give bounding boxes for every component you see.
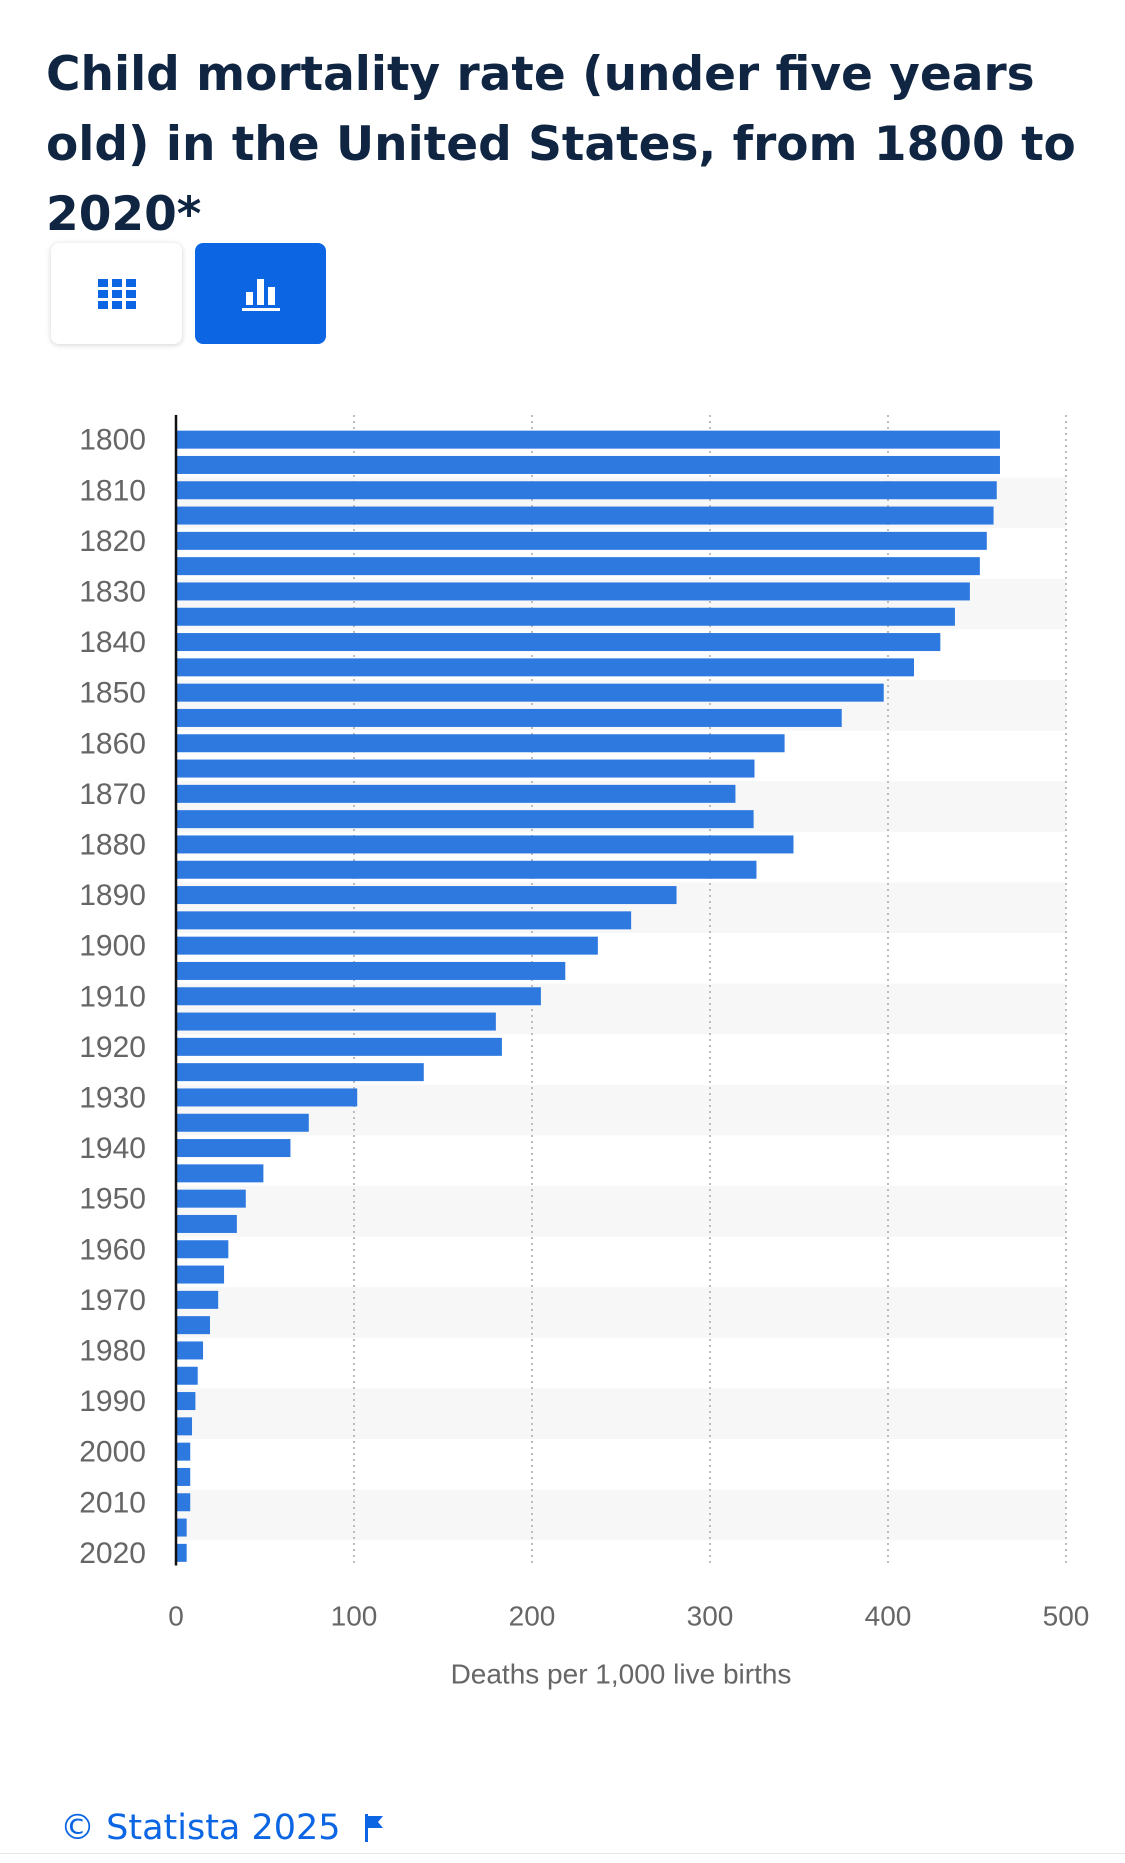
y-tick-label: 2010 (79, 1486, 146, 1519)
statista-credit-link[interactable]: © Statista 2025 (60, 1808, 341, 1848)
bar-chart: 1800 1810 1820 1830 1840 1850 1860 1870 1880 1890… (79, 415, 1090, 1690)
y-tick-label: 1830 (79, 575, 146, 608)
x-tick-label: 400 (865, 1601, 912, 1632)
y-tick-label: 1870 (79, 778, 146, 811)
chart-title: Child mortality rate (under five years o… (46, 47, 1076, 242)
y-tick-label: 1970 (79, 1284, 146, 1317)
x-tick-label: 500 (1043, 1601, 1090, 1632)
bar-1860 (176, 734, 785, 753)
bar-1980 (176, 1341, 204, 1360)
bar-1835 (176, 607, 955, 626)
bar-1985 (176, 1366, 198, 1385)
bar-2000 (176, 1442, 191, 1461)
bar-1995 (176, 1417, 193, 1436)
bar-1845 (176, 658, 914, 677)
bar-1805 (176, 455, 1000, 474)
y-tick-label: 1800 (79, 424, 146, 457)
x-tick-label: 0 (168, 1601, 184, 1632)
y-tick-label: 2020 (79, 1537, 146, 1570)
bar-1810 (176, 481, 997, 500)
row-band (176, 1489, 1066, 1541)
y-tick-label: 1850 (79, 677, 146, 710)
y-tick-label: 1900 (79, 930, 146, 963)
bar-2010 (176, 1493, 191, 1512)
y-tick-label: 1960 (79, 1233, 146, 1266)
bar-1990 (176, 1392, 196, 1411)
bar-1975 (176, 1316, 210, 1335)
bar-1840 (176, 633, 941, 652)
bar-1950 (176, 1189, 246, 1208)
bar-1915 (176, 1012, 496, 1031)
x-tick-label: 200 (509, 1601, 556, 1632)
row-band (176, 1287, 1066, 1338)
bar-1910 (176, 987, 541, 1006)
bar-1800 (176, 430, 1000, 449)
y-tick-label: 1840 (79, 626, 146, 659)
bar-1815 (176, 506, 994, 525)
footer: © Statista 2025 (60, 1808, 385, 1848)
bar-chart-icon (241, 278, 280, 311)
y-tick-label: 1820 (79, 525, 146, 558)
bar-1965 (176, 1265, 225, 1284)
row-band (176, 1186, 1066, 1237)
bar-1940 (176, 1139, 291, 1158)
chart-view-button[interactable] (195, 243, 326, 344)
bar-1885 (176, 860, 757, 879)
bar-1825 (176, 557, 980, 576)
bar-1865 (176, 759, 755, 778)
row-band (176, 1388, 1066, 1439)
x-axis-title: Deaths per 1,000 live births (451, 1659, 792, 1690)
x-tick-label: 100 (331, 1601, 378, 1632)
y-tick-label: 1880 (79, 828, 146, 861)
y-tick-label: 1810 (79, 474, 146, 507)
table-view-button[interactable] (51, 243, 182, 344)
bar-2005 (176, 1467, 191, 1486)
bar-1880 (176, 835, 794, 854)
bar-1970 (176, 1290, 219, 1309)
y-tick-label: 1860 (79, 727, 146, 760)
bar-1905 (176, 961, 566, 980)
bar-1925 (176, 1063, 424, 1082)
y-tick-label: 1940 (79, 1132, 146, 1165)
bar-1935 (176, 1113, 309, 1132)
bar-1850 (176, 683, 884, 702)
y-tick-label: 2000 (79, 1436, 146, 1469)
bar-1870 (176, 784, 736, 803)
bar-1960 (176, 1240, 229, 1259)
flag-icon[interactable] (363, 1814, 385, 1842)
bar-1955 (176, 1214, 237, 1233)
bar-1875 (176, 810, 754, 829)
bar-2015 (176, 1518, 187, 1537)
y-tick-label: 1990 (79, 1385, 146, 1418)
bar-1890 (176, 886, 677, 905)
bar-2020 (176, 1543, 187, 1562)
bar-1820 (176, 531, 987, 550)
y-tick-label: 1920 (79, 1031, 146, 1064)
bar-1900 (176, 936, 598, 955)
y-tick-label: 1950 (79, 1183, 146, 1216)
bar-1945 (176, 1164, 264, 1183)
y-tick-label: 1980 (79, 1334, 146, 1367)
x-tick-label: 300 (687, 1601, 734, 1632)
bar-1855 (176, 708, 842, 727)
y-tick-label: 1890 (79, 879, 146, 912)
footer-divider (0, 1853, 1125, 1854)
bar-1895 (176, 911, 632, 930)
bar-1920 (176, 1037, 502, 1056)
bar-1930 (176, 1088, 358, 1107)
y-tick-label: 1930 (79, 1081, 146, 1114)
y-tick-label: 1910 (79, 980, 146, 1013)
table-grid-icon (97, 278, 136, 309)
bar-1830 (176, 582, 970, 601)
